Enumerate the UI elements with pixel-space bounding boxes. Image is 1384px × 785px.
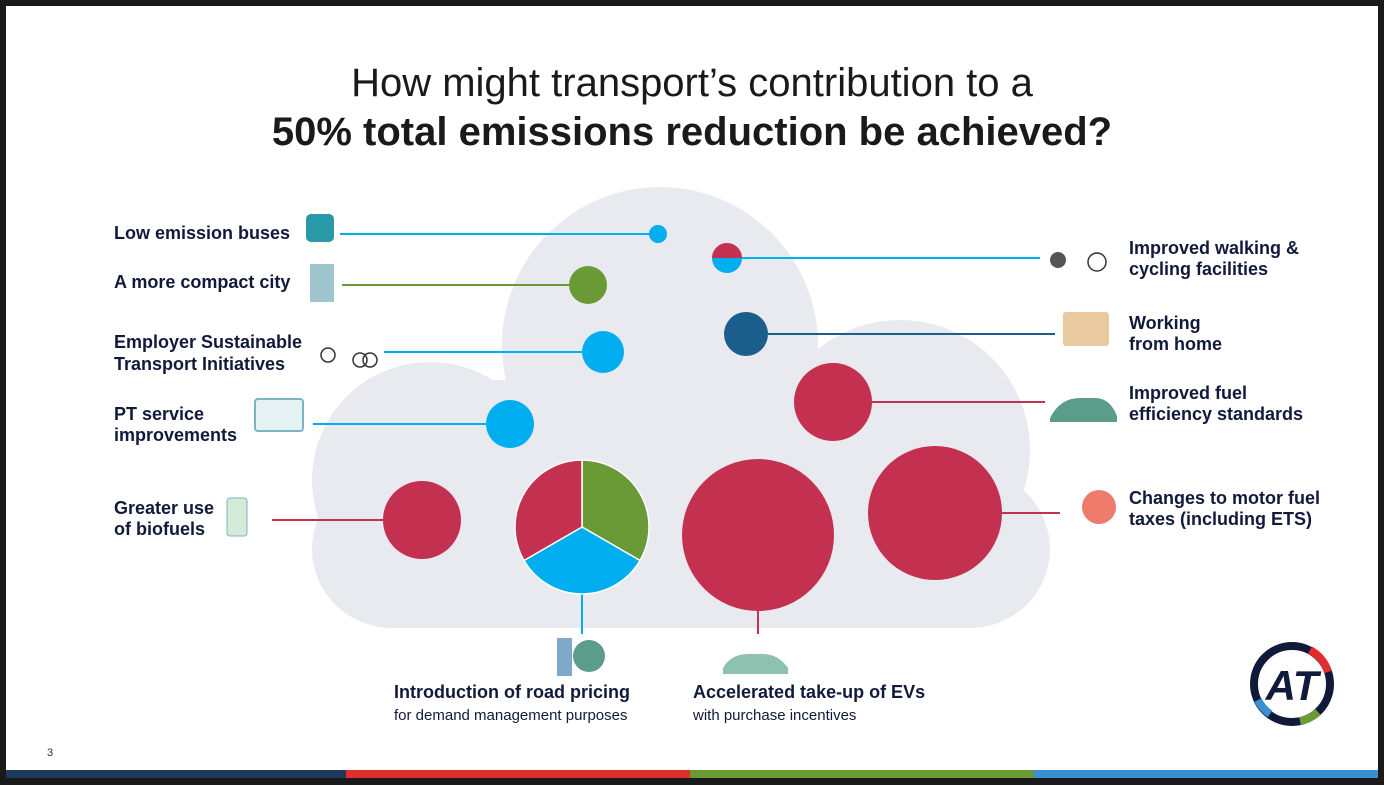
icons [226, 214, 1117, 676]
bubble [794, 363, 872, 441]
label-line: Improved walking & [1129, 238, 1299, 258]
bubble [724, 312, 768, 356]
label-line: Greater use [114, 498, 214, 518]
bar-green [690, 770, 1034, 778]
bubble [649, 225, 667, 243]
label-line: Improved fuel [1129, 383, 1247, 403]
bottom-subtitle: with purchase incentives [692, 707, 856, 724]
bubble [486, 400, 534, 448]
page-number: 3 [47, 747, 53, 759]
bubble [569, 266, 607, 304]
pie-slice [514, 459, 583, 562]
label-line: A more compact city [114, 272, 290, 292]
bubble-half [712, 258, 742, 273]
bottom-title: Accelerated take-up of EVs [693, 682, 925, 702]
leader-lines [272, 233, 1060, 634]
bubble-half [712, 243, 742, 258]
label-line: improvements [114, 425, 237, 445]
bubble [682, 459, 834, 611]
label-line: PT service [114, 404, 204, 424]
label-line: efficiency standards [1129, 404, 1303, 424]
logo-text: AT [1265, 662, 1322, 709]
bottom-subtitle: for demand management purposes [394, 707, 627, 724]
label-line: Changes to motor fuel [1129, 488, 1320, 508]
label-line: Working [1129, 313, 1201, 333]
bar-red [346, 770, 690, 778]
bubble [383, 481, 461, 559]
title-line: How might transport’s contribution to a [351, 61, 1034, 105]
pie-slice [522, 526, 642, 595]
bottom-title: Introduction of road pricing [394, 682, 630, 702]
bubble [868, 446, 1002, 580]
label-line: Employer Sustainable [114, 332, 302, 352]
label-line: Transport Initiatives [114, 354, 285, 374]
label-line: taxes (including ETS) [1129, 509, 1312, 529]
pie-slice [581, 459, 650, 562]
label-line: Low emission buses [114, 223, 290, 243]
logo: AT [1250, 642, 1334, 726]
bar-navy [6, 770, 346, 778]
bubble [582, 331, 624, 373]
title-line: 50% total emissions reduction be achieve… [272, 110, 1112, 154]
label-line: cycling facilities [1129, 259, 1268, 279]
label-line: from home [1129, 334, 1222, 354]
bar-blue [1034, 770, 1378, 778]
label-line: of biofuels [114, 519, 205, 539]
